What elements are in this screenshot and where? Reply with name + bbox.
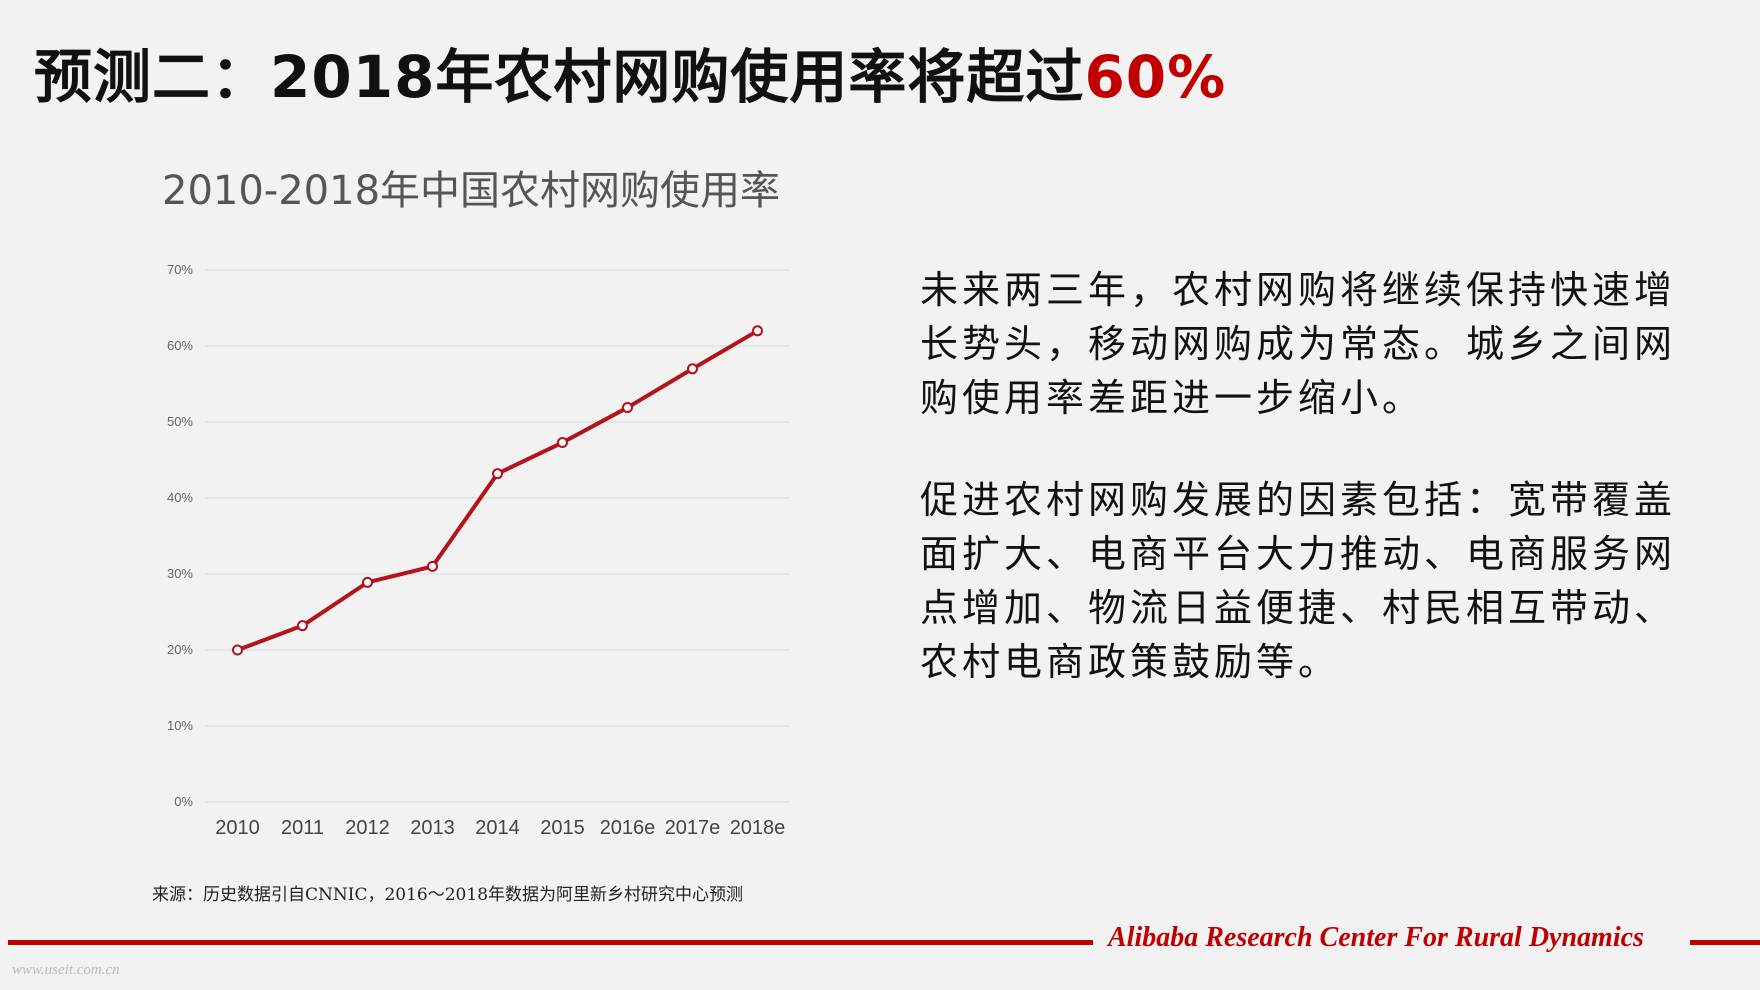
data-point bbox=[557, 437, 568, 449]
x-tick-label: 2016e bbox=[600, 817, 656, 839]
data-point bbox=[427, 560, 438, 572]
x-tick-label: 2017e bbox=[665, 817, 721, 839]
line-chart: 0% 10% 20% 30% 40% 50% 60% 70% 2010 2011 2012 2013 2… bbox=[167, 262, 790, 839]
watermark: www.useit.com.cn bbox=[12, 962, 120, 978]
data-point bbox=[297, 620, 308, 632]
series-line bbox=[236, 329, 759, 652]
data-point bbox=[622, 402, 633, 414]
chart-title: 2010-2018年中国农村网购使用率 bbox=[162, 168, 781, 214]
y-tick-label: 70% bbox=[167, 262, 193, 277]
footer-rule-left bbox=[8, 940, 1093, 945]
data-point bbox=[362, 576, 373, 588]
x-tick-label: 2010 bbox=[215, 817, 260, 839]
x-tick-label: 2014 bbox=[475, 817, 520, 839]
y-tick-label: 0% bbox=[174, 794, 193, 809]
y-tick-label: 50% bbox=[167, 414, 193, 429]
x-tick-label: 2018e bbox=[730, 817, 786, 839]
y-tick-label: 40% bbox=[167, 490, 193, 505]
x-tick-label: 2015 bbox=[540, 817, 585, 839]
paragraph-outlook: 未来两三年，农村网购将继续保持快速增长势头，移动网购成为常态。城乡之间网购使用率… bbox=[920, 268, 1677, 420]
slide-title-accent: 60% bbox=[1084, 43, 1227, 111]
y-tick-label: 30% bbox=[167, 566, 193, 581]
slide-title-main: 预测二：2018年农村网购使用率将超过 bbox=[34, 43, 1085, 111]
y-tick-label: 60% bbox=[167, 338, 193, 353]
y-tick-label: 20% bbox=[167, 642, 193, 657]
data-point bbox=[492, 468, 503, 480]
x-tick-label: 2013 bbox=[410, 817, 455, 839]
x-tick-label: 2012 bbox=[345, 817, 390, 839]
data-point bbox=[687, 363, 698, 375]
paragraph-factors: 促进农村网购发展的因素包括：宽带覆盖面扩大、电商平台大力推动、电商服务网点增加、… bbox=[920, 478, 1677, 684]
brand-footer: Alibaba Research Center For Rural Dynami… bbox=[1108, 922, 1644, 953]
source-note: 来源：历史数据引自CNNIC，2016～2018年数据为阿里新乡村研究中心预测 bbox=[152, 885, 744, 905]
y-tick-label: 10% bbox=[167, 718, 193, 733]
data-point bbox=[232, 644, 243, 656]
data-point bbox=[752, 325, 763, 337]
footer-rule-right bbox=[1690, 940, 1760, 945]
x-tick-label: 2011 bbox=[281, 817, 324, 839]
slide-title: 预测二：2018年农村网购使用率将超过60% bbox=[34, 30, 1226, 114]
